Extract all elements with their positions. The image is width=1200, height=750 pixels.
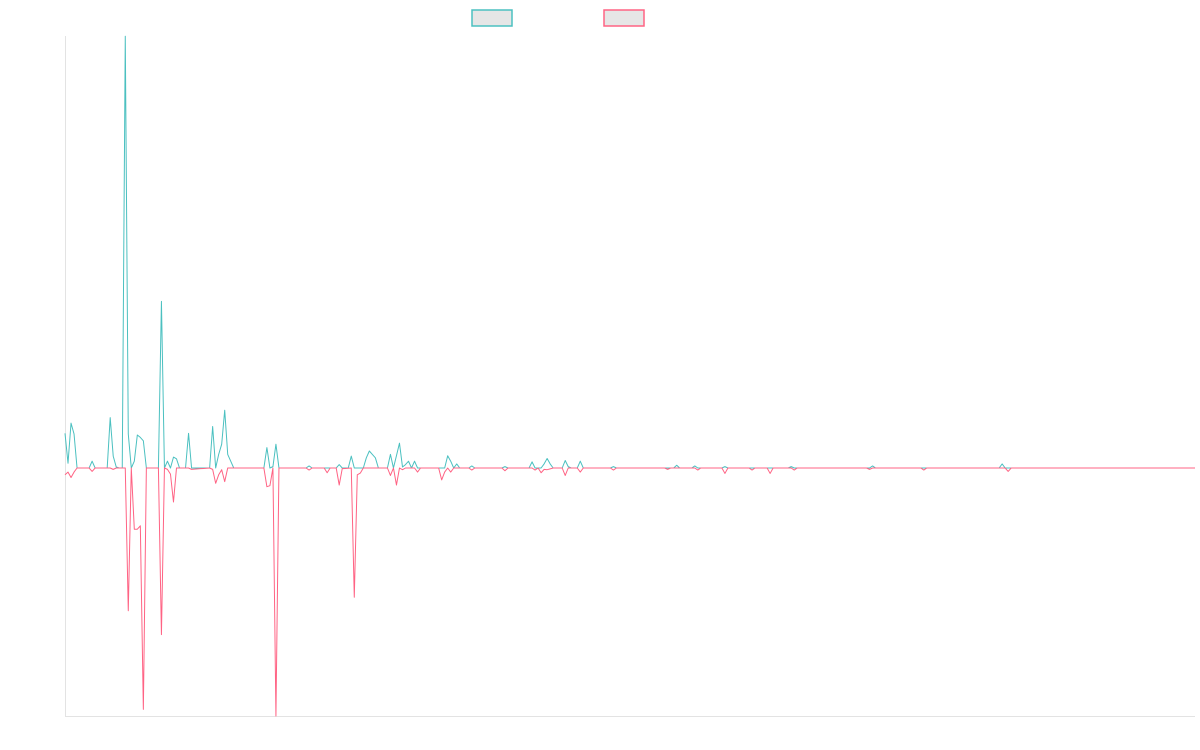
legend [471,9,645,27]
plot-area [64,35,1195,717]
series-line-2 [64,467,1195,717]
legend-swatch-series-1[interactable] [471,9,513,27]
legend-swatch-series-2[interactable] [603,9,645,27]
series-line-1 [64,35,1195,469]
